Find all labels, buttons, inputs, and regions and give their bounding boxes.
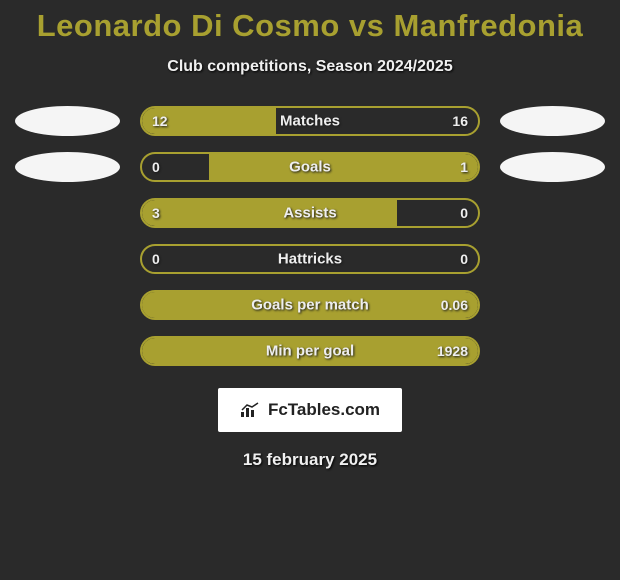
stat-value-right: 1 [460, 159, 468, 175]
chart-icon [240, 402, 260, 418]
stat-row: 0 1 Goals [0, 152, 620, 182]
player-oval-right [500, 152, 605, 182]
stat-row: 3 0 Assists [0, 198, 620, 228]
footer-date: 15 february 2025 [243, 450, 377, 470]
player-oval-right [500, 106, 605, 136]
infographic-container: Leonardo Di Cosmo vs Manfredonia Club co… [0, 0, 620, 580]
stat-row: 1928 Min per goal [0, 336, 620, 366]
stat-value-left: 3 [152, 205, 160, 221]
bar-fill-right [209, 154, 478, 180]
stat-label: Min per goal [266, 343, 354, 360]
stat-value-left: 12 [152, 113, 168, 129]
stat-value-left: 0 [152, 251, 160, 267]
page-subtitle: Club competitions, Season 2024/2025 [167, 58, 452, 76]
stat-label: Assists [283, 205, 336, 222]
player-oval-left [15, 106, 120, 136]
stat-value-right: 1928 [437, 343, 468, 359]
stat-bar: 3 0 Assists [140, 198, 480, 228]
stat-bar: 12 16 Matches [140, 106, 480, 136]
source-badge: FcTables.com [218, 388, 402, 432]
stat-row: 12 16 Matches [0, 106, 620, 136]
stat-value-right: 0.06 [441, 297, 468, 313]
stat-value-right: 0 [460, 205, 468, 221]
stat-value-right: 16 [452, 113, 468, 129]
stat-bar: 1928 Min per goal [140, 336, 480, 366]
stat-value-left: 0 [152, 159, 160, 175]
stat-bar: 0 0 Hattricks [140, 244, 480, 274]
player-oval-left [15, 152, 120, 182]
stat-label: Goals per match [251, 297, 369, 314]
stat-row: 0.06 Goals per match [0, 290, 620, 320]
stat-bar: 0.06 Goals per match [140, 290, 480, 320]
stat-label: Goals [289, 159, 331, 176]
stats-list: 12 16 Matches 0 1 Goals 3 0 Assists 0 0 Hattricks 0.… [0, 106, 620, 382]
stat-label: Matches [280, 113, 340, 130]
page-title: Leonardo Di Cosmo vs Manfredonia [37, 8, 584, 44]
bar-fill-left [142, 200, 397, 226]
stat-row: 0 0 Hattricks [0, 244, 620, 274]
badge-text: FcTables.com [268, 400, 380, 420]
stat-bar: 0 1 Goals [140, 152, 480, 182]
stat-value-right: 0 [460, 251, 468, 267]
stat-label: Hattricks [278, 251, 342, 268]
